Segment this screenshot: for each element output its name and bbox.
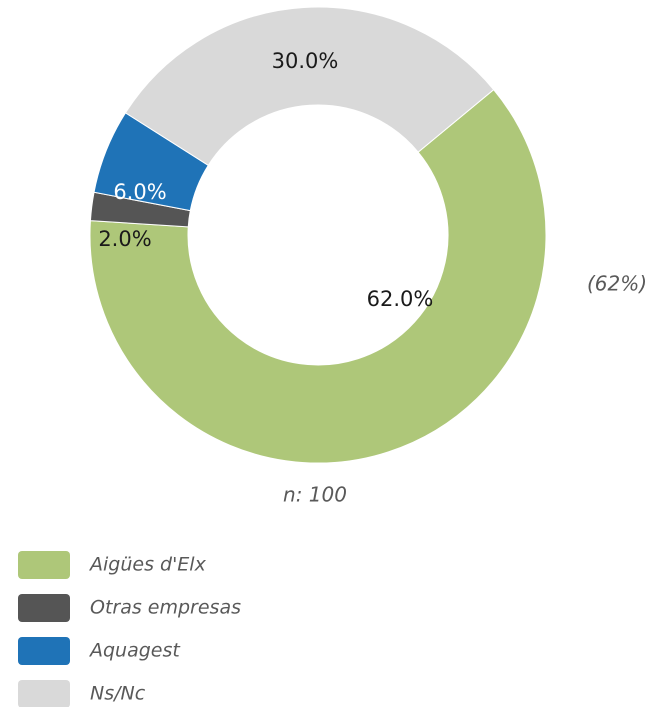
data-label: 30.0% (272, 49, 339, 73)
legend-swatch (18, 637, 70, 665)
donut-slice (89, 88, 547, 464)
annotation: (62%) (587, 272, 647, 296)
legend-swatch (18, 680, 70, 707)
data-label: 2.0% (98, 227, 151, 251)
legend-swatch (18, 551, 70, 579)
legend-label: Ns/Nc (90, 683, 146, 705)
donut-slice (124, 6, 495, 167)
legend-label: Aigües d'Elx (88, 554, 207, 576)
legend-label: Aquagest (88, 640, 181, 662)
data-label: 6.0% (113, 180, 166, 204)
data-label: 62.0% (367, 287, 434, 311)
legend-swatch (18, 594, 70, 622)
sample-size: n: 100 (283, 483, 347, 507)
legend-label: Otras empresas (90, 597, 241, 619)
